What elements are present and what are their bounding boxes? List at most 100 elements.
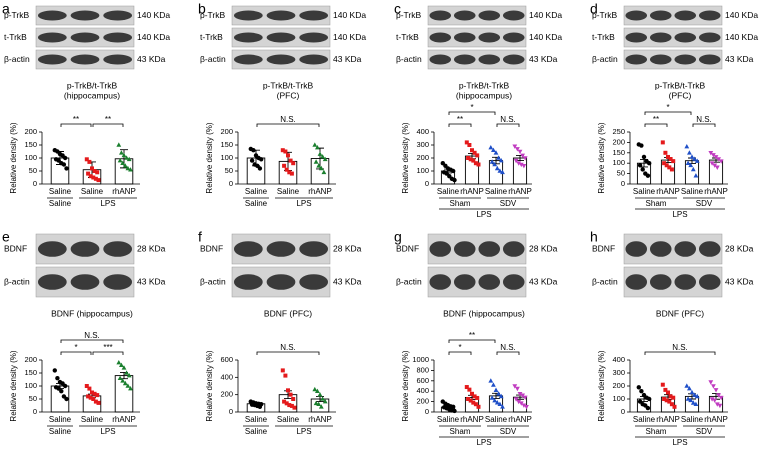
data-point <box>711 384 716 389</box>
blot-band <box>37 54 67 65</box>
blot-band <box>266 241 296 257</box>
blot-band <box>625 54 648 65</box>
group-label: LPS <box>476 210 491 219</box>
significance-label: * <box>458 343 461 352</box>
y-tick-label: 50 <box>617 169 625 178</box>
blot-size: 28 KDa <box>725 243 754 253</box>
data-point <box>321 169 327 175</box>
blot-band <box>233 32 263 43</box>
blot-label: t-TrkB <box>592 32 615 42</box>
data-point <box>688 397 694 403</box>
y-tick-label: 100 <box>612 158 625 167</box>
data-point <box>684 143 690 149</box>
data-point <box>282 399 287 404</box>
data-point <box>122 163 128 168</box>
data-point <box>689 154 695 159</box>
data-point <box>128 167 133 172</box>
data-point <box>287 170 292 175</box>
data-point <box>93 176 98 181</box>
data-point <box>464 140 469 145</box>
data-point <box>90 166 94 171</box>
blot-band <box>649 32 672 43</box>
data-point <box>668 394 673 399</box>
data-point <box>524 405 529 410</box>
blot-band <box>233 54 263 65</box>
y-axis-label: Relative density (%) <box>9 122 18 193</box>
y-tick-label: 200 <box>416 397 429 406</box>
blot-band <box>698 54 721 65</box>
blot-band <box>674 10 697 21</box>
data-point <box>520 153 525 158</box>
significance-bracket <box>496 351 520 355</box>
blot-band <box>453 10 476 21</box>
data-point <box>662 397 667 401</box>
data-point <box>312 142 318 147</box>
y-axis-label: Relative density (%) <box>597 350 606 421</box>
x-tick-label: rhANP <box>508 415 532 424</box>
data-point <box>476 404 481 409</box>
data-point <box>639 389 644 394</box>
data-point <box>708 151 714 156</box>
panel-letter: g <box>394 229 402 245</box>
data-point <box>671 159 676 164</box>
data-point <box>709 161 715 166</box>
blot-band <box>478 274 501 290</box>
data-point <box>498 393 504 399</box>
data-point <box>257 404 263 409</box>
data-point <box>512 384 518 389</box>
data-point <box>687 386 692 391</box>
blot-label: BDNF <box>200 243 223 253</box>
data-point <box>52 368 57 373</box>
blot-size: 43 KDa <box>333 54 362 64</box>
group-label: LPS <box>100 199 115 208</box>
blot-band <box>103 10 133 21</box>
blot-band <box>478 10 501 21</box>
blot-band <box>103 54 133 65</box>
data-point <box>666 154 670 159</box>
data-point <box>716 157 721 162</box>
group-label: LPS <box>296 199 311 208</box>
data-point <box>316 401 322 406</box>
blot-band <box>103 274 133 290</box>
data-point <box>120 378 126 383</box>
panel: dp-TrkB 140 KDa t-TrkB 140 KDa β-actin 43 KDa… <box>590 1 758 219</box>
data-point <box>289 403 294 408</box>
data-point <box>320 154 325 159</box>
significance-bracket <box>644 351 716 355</box>
data-point <box>249 158 255 163</box>
data-point <box>64 166 69 171</box>
y-tick-label: 50 <box>225 166 233 175</box>
group-label: LPS <box>672 210 687 219</box>
blot-band <box>266 274 296 290</box>
data-point <box>124 370 129 375</box>
blot-band <box>502 10 525 21</box>
data-point <box>491 147 496 152</box>
blot-band <box>502 241 525 257</box>
panel-letter: f <box>198 229 202 245</box>
blot-size: 140 KDa <box>333 32 366 42</box>
blot-band <box>625 10 648 21</box>
data-point <box>647 396 652 402</box>
panel: ap-TrkB 140 KDa t-TrkB 140 KDa β-actin 43 KDa… <box>2 1 170 208</box>
blot-band <box>649 274 672 290</box>
blot-band <box>70 241 100 257</box>
data-point <box>315 145 320 150</box>
data-point <box>125 383 131 388</box>
y-tick-label: 0 <box>621 179 625 188</box>
data-point <box>91 397 96 401</box>
data-point <box>286 153 290 158</box>
blot-band <box>698 241 721 257</box>
data-point <box>96 400 101 405</box>
significance-label: ** <box>105 115 111 124</box>
blot-strip <box>623 49 723 70</box>
data-point <box>712 398 718 403</box>
panel-letter: d <box>590 1 598 17</box>
blot-size: 43 KDa <box>137 276 166 286</box>
data-point <box>693 401 699 406</box>
blot-band <box>453 274 476 290</box>
data-point <box>640 167 645 172</box>
data-point <box>95 170 100 175</box>
data-point <box>452 177 457 183</box>
data-point <box>516 399 522 405</box>
